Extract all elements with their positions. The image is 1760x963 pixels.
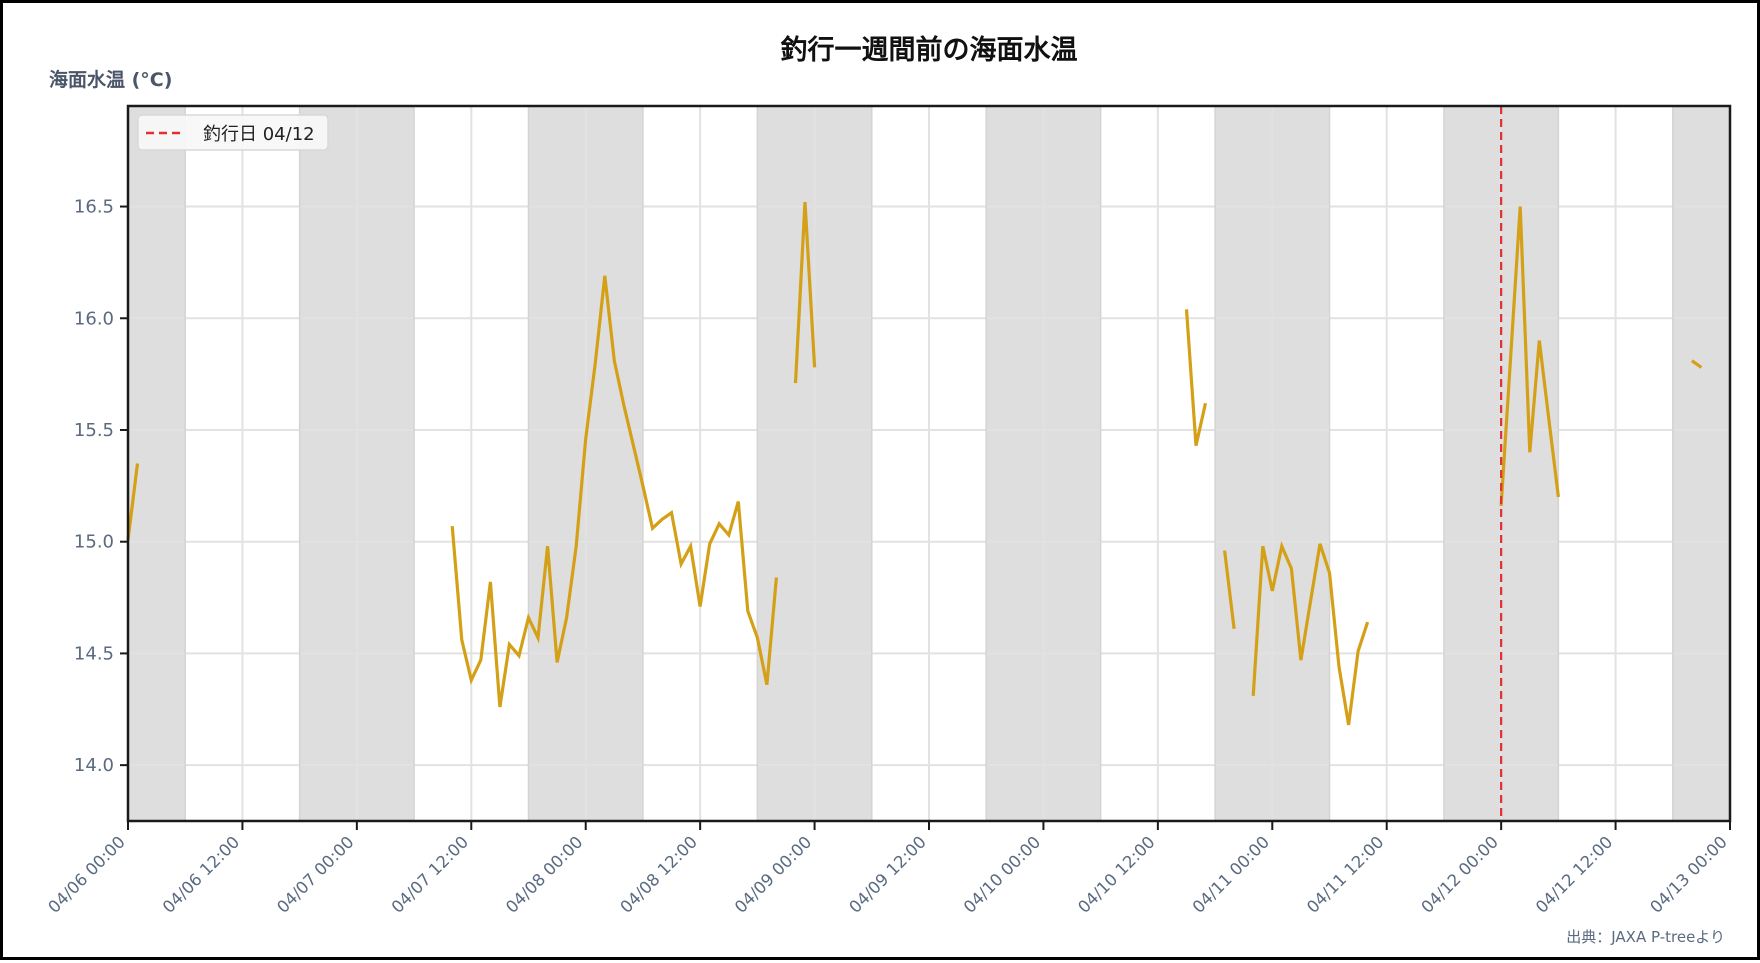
legend-box (137, 114, 329, 151)
night-band (1672, 106, 1730, 821)
legend: 釣行日 04/12 (137, 114, 329, 151)
y-tick-label: 14.0 (74, 755, 114, 776)
x-tick-label: 04/06 00:00 (44, 832, 128, 916)
y-axis-label: 海面水温 (°C) (49, 68, 172, 91)
line-segment (1690, 359, 1703, 369)
y-tick-label: 16.5 (74, 197, 114, 218)
x-tick-label: 04/11 00:00 (1189, 832, 1273, 916)
line-segment (1251, 540, 1370, 726)
x-tick-label: 04/08 12:00 (617, 832, 701, 916)
line-segment (1223, 550, 1236, 629)
line-segment (793, 202, 817, 384)
line-segment (1499, 206, 1560, 507)
sea-temperature-line (126, 202, 1703, 726)
x-axis-ticks: 04/06 00:00 04/06 12:00 04/07 00:00 04/07 1… (44, 821, 1731, 917)
y-tick-label: 14.5 (74, 643, 114, 664)
y-axis-ticks: 14.0 14.5 15.0 15.5 16.0 16.5 (74, 197, 128, 776)
x-tick-label: 04/07 12:00 (388, 832, 472, 916)
x-tick-label: 04/08 00:00 (502, 832, 586, 916)
chart-title: 釣行一週間前の海面水温 (781, 34, 1078, 66)
x-tick-label: 04/11 12:00 (1303, 832, 1387, 916)
chart-canvas: 釣行一週間前の海面水温 海面水温 (°C) 14.0 14.5 15.0 15.5 16… (44, 34, 1732, 946)
x-tick-label: 04/13 00:00 (1646, 832, 1730, 916)
line-segment (126, 463, 140, 540)
line-segment (1184, 309, 1208, 446)
night-band (128, 106, 186, 821)
legend-label: 釣行日 04/12 (203, 124, 315, 145)
x-tick-label: 04/12 00:00 (1418, 832, 1502, 916)
y-tick-label: 15.5 (74, 420, 114, 441)
x-tick-label: 04/10 12:00 (1074, 832, 1158, 916)
y-tick-label: 16.0 (74, 308, 114, 329)
x-tick-label: 04/12 12:00 (1532, 832, 1616, 916)
gridlines (127, 106, 1731, 821)
x-tick-label: 04/10 00:00 (960, 832, 1044, 916)
line-segment (450, 275, 778, 708)
x-tick-label: 04/07 00:00 (273, 832, 357, 916)
x-tick-label: 04/09 00:00 (731, 832, 815, 916)
y-tick-label: 15.0 (74, 532, 114, 553)
x-tick-label: 04/06 12:00 (159, 832, 243, 916)
source-note: 出典：JAXA P-treeより (1566, 928, 1725, 946)
x-tick-label: 04/09 12:00 (845, 832, 929, 916)
